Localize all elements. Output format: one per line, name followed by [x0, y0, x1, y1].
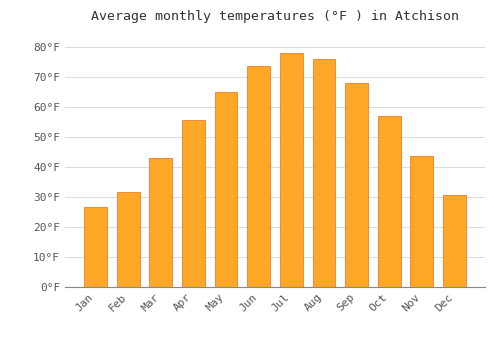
Bar	[312, 58, 336, 287]
Bar	[150, 158, 172, 287]
Bar	[410, 156, 434, 287]
Bar	[182, 120, 205, 287]
Bar	[345, 83, 368, 287]
Bar	[443, 195, 466, 287]
Bar	[248, 66, 270, 287]
Bar	[214, 92, 238, 287]
Title: Average monthly temperatures (°F ) in Atchison: Average monthly temperatures (°F ) in At…	[91, 10, 459, 23]
Bar	[116, 192, 140, 287]
Bar	[378, 116, 400, 287]
Bar	[280, 52, 302, 287]
Bar	[84, 207, 107, 287]
